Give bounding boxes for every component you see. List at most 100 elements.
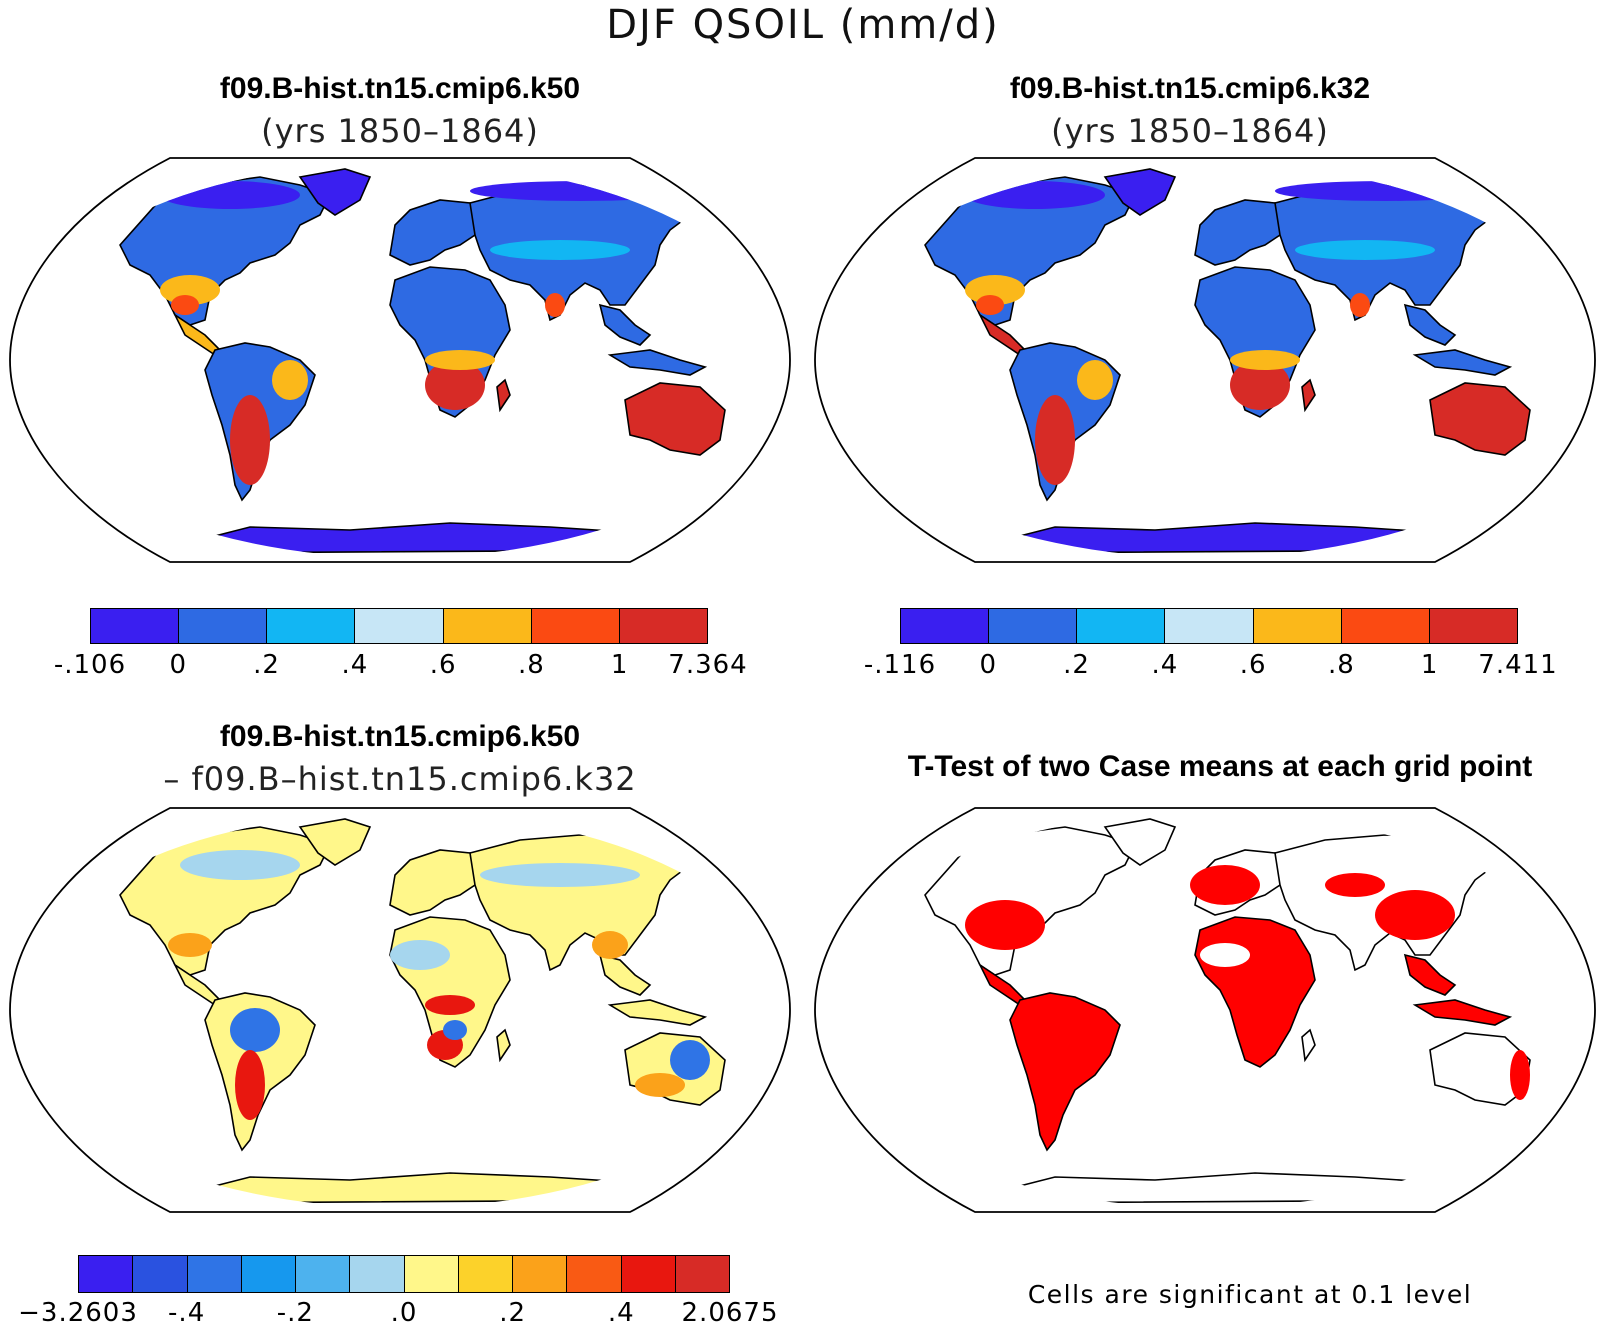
panel2-subtitle: (yrs 1850–1864) [1051,112,1329,150]
colorbar0-tick-label: .8 [518,650,545,680]
colorbar1-tick-label: .2 [1063,650,1090,680]
mexico-zone [171,295,199,315]
panel3-land-seasia [598,953,652,996]
map-border [9,807,791,1213]
panel4-title: T-Test of two Case means at each grid po… [907,750,1533,783]
asia-midlat-zone [1295,240,1435,260]
colorbar0-segment [267,609,356,643]
panel3-map [9,807,791,1213]
panel4-map [814,807,1596,1213]
colorbar2-segment [187,1256,242,1292]
map-border [9,157,791,563]
colorbar2-tick-label: -.2 [276,1298,314,1328]
colorbar0-tick-label: .2 [253,650,280,680]
colorbar2-segment [296,1256,351,1292]
colorbar0-tick-label: 1 [610,650,629,680]
china-warm [592,931,628,959]
panel4-land-australia [1429,1032,1531,1106]
asia-midlat-zone [490,240,630,260]
panel3-land-asia [469,834,691,972]
panel3-colorbar [78,1255,730,1293]
arctic-band [160,181,300,209]
colorbar2-tick-label: 2.0675 [681,1298,779,1328]
panel3-title: f09.B-hist.tn15.cmip6.k50 [219,720,581,753]
colorbar0-segment [355,609,444,643]
australia-cold [670,1040,710,1080]
colorbar1-segment [989,609,1078,643]
colorbar0-segment [619,609,707,643]
sahara-nonsig [1200,943,1250,967]
colorbar2-segment [458,1256,513,1292]
panel3-land-greenland [298,818,372,866]
panel2-land-australia [1429,382,1531,456]
siberia-cool [480,863,640,887]
panel4-land-madagascar [1301,1028,1316,1063]
panel4-land-seasia [1403,953,1457,996]
panel4-land-antarctica [962,1172,1496,1204]
panel3-land-indonesia [607,999,708,1026]
figure-title: DJF QSOIL (mm/d) [606,2,1000,48]
colorbar1-tick-label: .8 [1328,650,1355,680]
panel4-land-greenland [1103,818,1177,866]
panel3-land-madagascar [496,1028,511,1063]
colorbar2-tick-label: .0 [390,1298,418,1328]
panel2-colorbar-labels: -.116 0 .2 .4 .6 .8 1 7.411 [864,650,1557,682]
panel1-land-indonesia [607,349,708,376]
panel2-title: f09.B-hist.tn15.cmip6.k32 [1009,72,1371,105]
mexico-zone [976,295,1004,315]
colorbar0-segment [443,609,532,643]
colorbar2-segment [621,1256,676,1292]
africa-subtropic-band [1230,350,1300,370]
australia-east-signif [1510,1050,1530,1100]
panel3-subtitle: – f09.B–hist.tn15.cmip6.k32 [163,760,637,798]
panel3-land-northAmerica [119,826,332,976]
asia-north-signif [1325,873,1385,897]
asia-signif [1375,890,1455,940]
colorbar1-tick-label: 0 [979,650,998,680]
panel1-land-greenland [298,168,372,216]
colorbar2-segment [350,1256,405,1292]
colorbar1-tick-label: 1 [1420,650,1439,680]
colorbar1-segment [1429,609,1517,643]
canada-cool [180,850,300,880]
amazon-cold [230,1008,280,1052]
panel2-land-madagascar [1301,378,1316,413]
colorbar0-tick-label: 7.364 [668,650,748,680]
map-border [814,157,1596,563]
colorbar2-segment [513,1256,568,1292]
colorbar0-segment [91,609,180,643]
colorbar2-tick-label: -.4 [168,1298,206,1328]
brazil-east [1077,360,1113,400]
colorbar2-segment [241,1256,296,1292]
australia-warm [635,1073,685,1097]
india-zone [1350,293,1370,317]
panel2-land-indonesia [1412,349,1513,376]
colorbar1-tick-label: 7.411 [1478,650,1558,680]
south-america-south [1035,395,1075,485]
colorbar0-tick-label: -.106 [53,650,127,680]
panel1-land-australia [624,382,726,456]
panel4-land-indonesia [1412,999,1513,1026]
india-zone [545,293,565,317]
panel4-land-northAmerica [924,826,1137,976]
panel4-land-southAmerica [1009,992,1121,1152]
us-south-zone [965,275,1025,305]
panel3-land-europe [389,849,481,916]
colorbar0-segment [179,609,268,643]
colorbar1-segment [1077,609,1166,643]
panel1-land-antarctica [157,522,691,554]
panel1-subtitle: (yrs 1850–1864) [261,112,539,150]
colorbar2-tick-label: .2 [499,1298,527,1328]
colorbar2-tick-label: .4 [607,1298,635,1328]
panel1-colorbar-labels: -.106 0 .2 .4 .6 .8 1 7.364 [54,650,747,682]
colorbar2-segment [675,1256,729,1292]
panel2-land-seasia [1403,303,1457,346]
panel1-map [9,157,791,563]
us-south-warm [168,933,212,957]
panel1-land-madagascar [496,378,511,413]
arctic-band [1275,181,1495,201]
colorbar1-segment [1253,609,1342,643]
panel3-colorbar-labels: −3.2603 -.4 -.2 .0 .2 .4 2.0675 [18,1298,777,1328]
colorbar2-tick-label: −3.2603 [18,1298,138,1328]
southern-africa [1230,360,1290,410]
